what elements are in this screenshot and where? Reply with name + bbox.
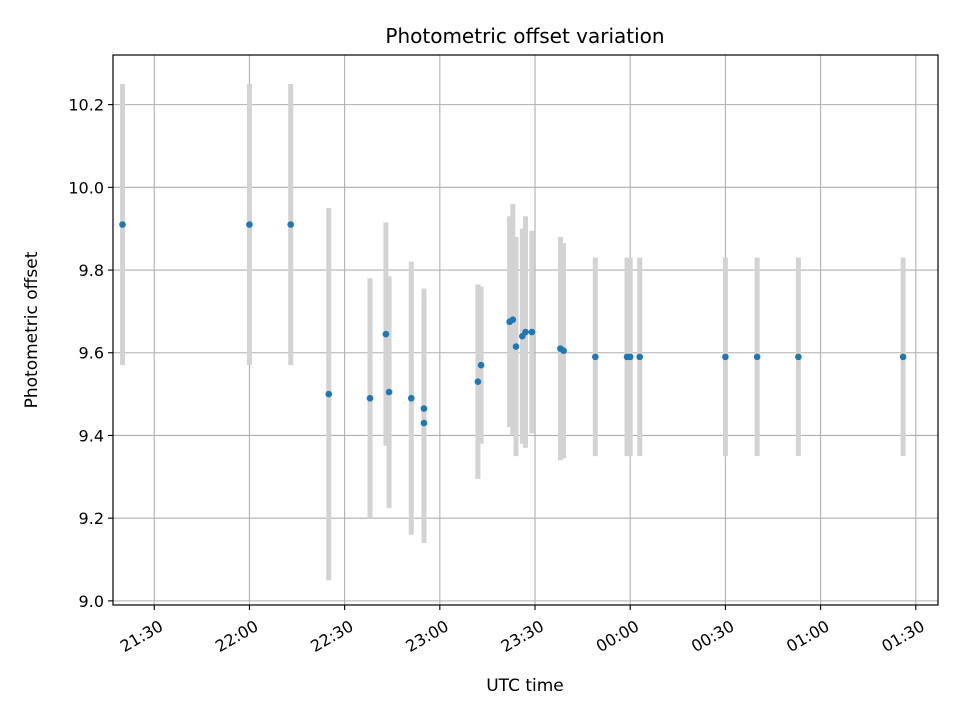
y-axis-label: Photometric offset bbox=[22, 251, 42, 408]
chart-title: Photometric offset variation bbox=[385, 24, 664, 48]
data-point bbox=[560, 347, 567, 354]
data-point bbox=[420, 419, 428, 427]
data-point bbox=[512, 343, 520, 350]
y-tick-label: 9.4 bbox=[79, 426, 104, 445]
y-tick-label: 9.2 bbox=[79, 509, 104, 528]
data-point bbox=[407, 394, 415, 402]
data-point bbox=[509, 316, 517, 323]
data-point bbox=[795, 353, 802, 361]
data-point bbox=[366, 394, 374, 402]
data-point bbox=[477, 361, 485, 369]
y-tick-label: 10.2 bbox=[68, 96, 104, 115]
data-point bbox=[522, 328, 529, 336]
y-tick-label: 10.0 bbox=[68, 178, 104, 197]
data-point bbox=[246, 221, 253, 228]
data-point bbox=[325, 390, 333, 398]
data-point bbox=[899, 353, 907, 361]
data-point bbox=[382, 330, 390, 338]
data-points bbox=[119, 221, 907, 427]
data-point bbox=[474, 378, 482, 385]
data-point bbox=[385, 388, 393, 396]
data-point bbox=[287, 221, 294, 228]
y-axis: 9.0 9.2 9.4 9.6 9.8 10.0 10.2 bbox=[68, 96, 113, 611]
data-point bbox=[626, 353, 634, 361]
data-point bbox=[592, 353, 599, 361]
plot-frame bbox=[112, 54, 939, 606]
y-tick-label: 9.8 bbox=[79, 261, 104, 280]
data-point bbox=[753, 353, 761, 361]
data-point bbox=[636, 353, 644, 361]
data-point bbox=[420, 405, 428, 412]
y-tick-label: 9.0 bbox=[79, 592, 104, 611]
data-point bbox=[722, 353, 729, 361]
data-point bbox=[528, 328, 536, 336]
data-point bbox=[119, 221, 126, 228]
x-axis-label: UTC time bbox=[486, 676, 564, 696]
y-tick-label: 9.6 bbox=[79, 344, 104, 363]
